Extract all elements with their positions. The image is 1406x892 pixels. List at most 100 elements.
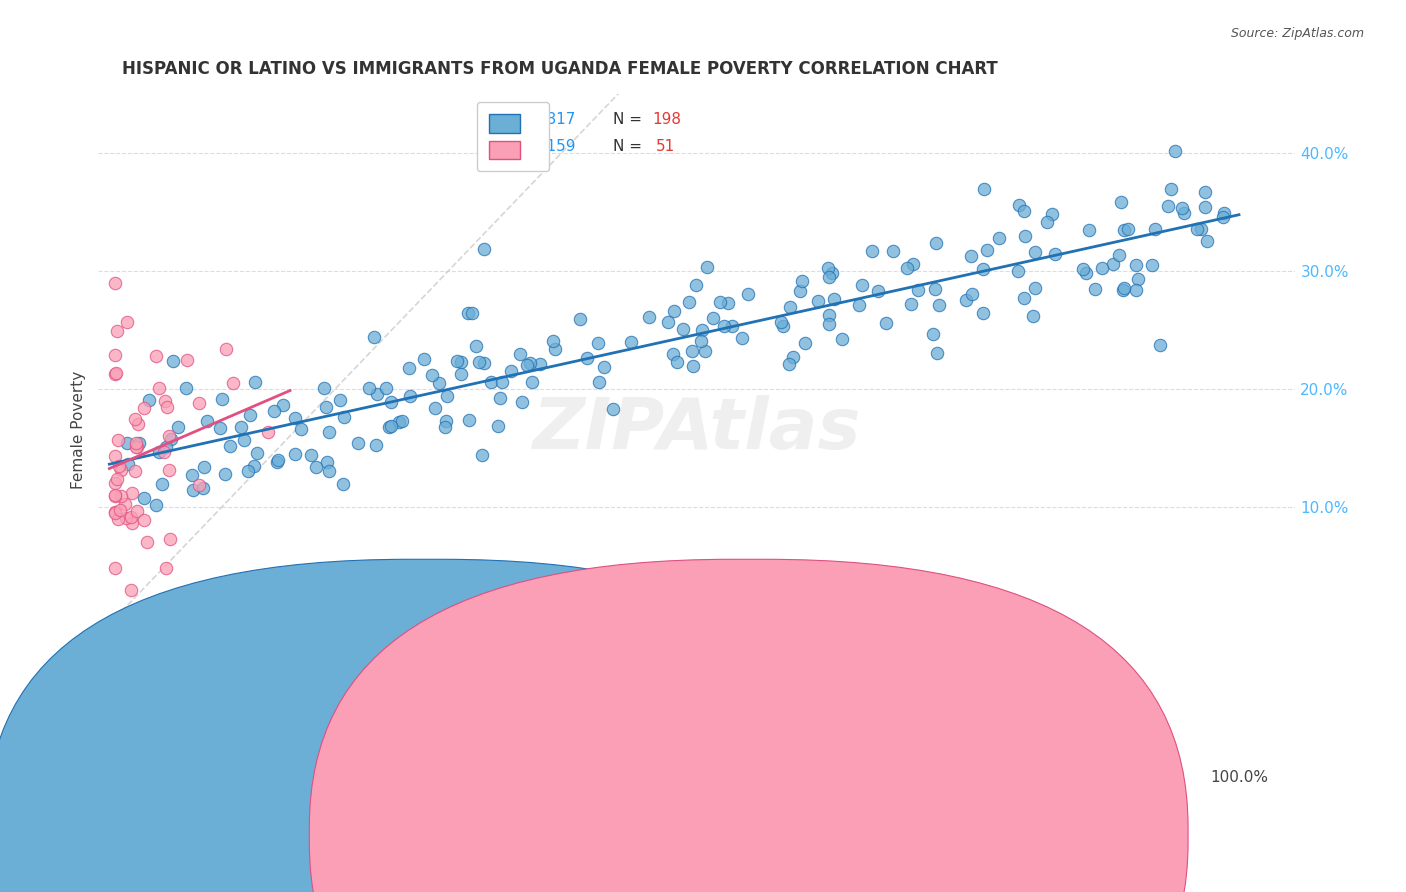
Point: [1078, 223, 1101, 237]
Point: [188, 478, 211, 492]
Point: [1111, 194, 1133, 209]
Point: [1143, 222, 1166, 236]
Point: [925, 236, 948, 251]
Point: [150, 476, 173, 491]
Point: [138, 392, 160, 407]
Point: [121, 486, 143, 500]
Point: [620, 334, 643, 349]
Point: [848, 297, 870, 311]
Point: [1008, 198, 1031, 212]
Point: [860, 244, 883, 259]
Point: [128, 436, 150, 450]
Text: 198: 198: [652, 112, 682, 127]
Point: [792, 273, 814, 287]
Point: [256, 425, 278, 440]
Point: [685, 278, 707, 293]
Point: [664, 304, 686, 318]
Text: Hispanics or Latinos: Hispanics or Latinos: [440, 807, 595, 822]
Point: [125, 440, 148, 454]
Point: [868, 285, 890, 299]
Point: [1074, 266, 1097, 280]
Point: [193, 481, 215, 495]
Text: 51: 51: [657, 139, 675, 154]
Point: [510, 395, 533, 409]
Point: [1160, 182, 1182, 196]
Point: [299, 448, 322, 462]
Point: [472, 356, 495, 370]
Point: [1197, 235, 1219, 249]
Legend:  ,  : ,: [477, 102, 548, 171]
Point: [1194, 185, 1216, 199]
Point: [468, 355, 491, 369]
Point: [104, 367, 127, 381]
Text: R =: R =: [481, 112, 515, 127]
Point: [960, 249, 983, 263]
Point: [716, 295, 738, 310]
Point: [520, 375, 543, 389]
Point: [153, 445, 176, 459]
Point: [519, 356, 541, 370]
Point: [875, 316, 897, 330]
Point: [955, 293, 977, 307]
Point: [211, 392, 233, 407]
Point: [1043, 246, 1066, 260]
Point: [160, 432, 183, 446]
Point: [817, 317, 839, 331]
Point: [156, 400, 179, 414]
Text: Immigrants from Uganda: Immigrants from Uganda: [720, 807, 912, 822]
Point: [117, 458, 139, 472]
Point: [120, 582, 142, 597]
Point: [907, 283, 929, 297]
Point: [681, 344, 703, 359]
Point: [110, 489, 132, 503]
Point: [231, 419, 253, 434]
Point: [789, 284, 811, 298]
Point: [316, 454, 339, 468]
Text: ZIPAtlas: ZIPAtlas: [533, 395, 860, 465]
Point: [427, 376, 450, 390]
Point: [924, 282, 946, 296]
Point: [1164, 145, 1187, 159]
Point: [263, 404, 285, 418]
Point: [446, 354, 468, 368]
Point: [433, 420, 456, 434]
Point: [474, 242, 496, 256]
Text: Source: ZipAtlas.com: Source: ZipAtlas.com: [1230, 27, 1364, 40]
Point: [1024, 281, 1046, 295]
Point: [987, 231, 1010, 245]
Point: [1112, 283, 1135, 297]
Point: [972, 306, 994, 320]
Point: [779, 300, 801, 314]
Point: [167, 419, 190, 434]
Point: [347, 436, 370, 450]
Point: [157, 463, 180, 477]
Point: [121, 516, 143, 531]
Point: [678, 294, 700, 309]
Point: [488, 392, 510, 406]
Point: [290, 422, 312, 436]
Point: [928, 298, 950, 312]
Point: [399, 389, 422, 403]
Point: [145, 349, 167, 363]
Point: [284, 447, 307, 461]
Point: [702, 311, 724, 326]
Point: [471, 448, 494, 462]
Point: [136, 535, 159, 549]
Point: [208, 421, 231, 435]
Point: [465, 339, 488, 353]
Text: 0.159: 0.159: [531, 139, 575, 154]
Text: N =: N =: [613, 139, 647, 154]
Text: N =: N =: [613, 112, 647, 127]
Point: [713, 318, 735, 333]
Point: [696, 260, 718, 274]
Point: [312, 381, 335, 395]
Point: [450, 367, 472, 381]
Text: HISPANIC OR LATINO VS IMMIGRANTS FROM UGANDA FEMALE POVERTY CORRELATION CHART: HISPANIC OR LATINO VS IMMIGRANTS FROM UG…: [122, 60, 998, 78]
Point: [807, 294, 830, 309]
Point: [737, 287, 759, 301]
Point: [1007, 264, 1029, 278]
Point: [267, 452, 290, 467]
Point: [388, 415, 411, 429]
Point: [145, 498, 167, 512]
Point: [896, 260, 918, 275]
